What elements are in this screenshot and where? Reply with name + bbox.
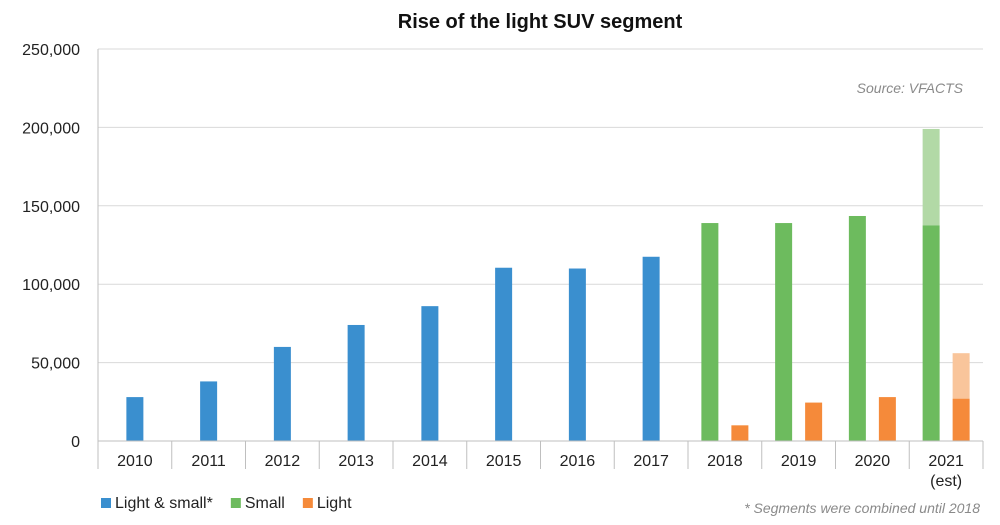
bars — [126, 128, 970, 441]
bar-light-estimate — [952, 353, 970, 399]
x-tick-label: 2020 — [855, 453, 891, 470]
bar-light-small — [347, 324, 365, 441]
x-tick-label: 2012 — [265, 453, 301, 470]
x-tick-label: 2015 — [486, 453, 522, 470]
y-tick-label: 100,000 — [22, 277, 80, 294]
x-tick-label: 2010 — [117, 453, 153, 470]
bar-light-small — [126, 397, 144, 441]
bar-small — [922, 225, 940, 441]
source-note: Source: VFACTS — [857, 80, 964, 96]
y-tick-label: 0 — [71, 434, 80, 451]
y-tick-label: 200,000 — [22, 120, 80, 137]
legend-swatch — [230, 498, 241, 508]
y-tick-label: 150,000 — [22, 199, 80, 216]
legend-swatch — [101, 498, 111, 508]
bar-light-small — [495, 267, 513, 441]
bar-light-small — [568, 268, 586, 441]
legend-label: Small — [245, 495, 285, 512]
bar-light — [878, 397, 896, 441]
footnote: * Segments were combined until 2018 — [744, 500, 980, 516]
legend-label: Light — [317, 495, 352, 512]
x-tick-label: 2017 — [633, 453, 669, 470]
bar-light-small — [421, 306, 439, 441]
bar-light-small — [642, 256, 660, 441]
x-tick-label: 2021 — [928, 453, 964, 470]
bar-light — [952, 398, 970, 441]
bar-light-small — [273, 346, 291, 441]
legend: Light & small* Small Light — [101, 495, 352, 512]
bar-light-small — [200, 381, 218, 441]
chart-title: Rise of the light SUV segment — [398, 11, 683, 33]
bar-small — [701, 223, 719, 441]
y-tick-label: 250,000 — [22, 42, 80, 59]
bar-small — [848, 215, 866, 441]
bar-small-estimate — [922, 128, 940, 226]
bar-small — [775, 223, 793, 441]
x-tick-label: 2014 — [412, 453, 448, 470]
x-tick-label: 2011 — [191, 453, 226, 470]
x-tick-sublabel: (est) — [930, 473, 962, 490]
legend-label: Light & small* — [115, 495, 213, 512]
x-tick-label: 2019 — [781, 453, 817, 470]
bar-light — [731, 425, 749, 441]
x-tick-label: 2018 — [707, 453, 743, 470]
legend-swatch — [302, 498, 313, 508]
bar-light — [805, 402, 823, 441]
axes: 0 50,000 100,000 150,000 200,000 250,000 2010 2… — [22, 42, 984, 490]
y-tick-label: 50,000 — [31, 356, 80, 373]
gridlines — [98, 48, 983, 364]
x-tick-label: 2013 — [338, 453, 374, 470]
x-tick-label: 2016 — [560, 453, 596, 470]
